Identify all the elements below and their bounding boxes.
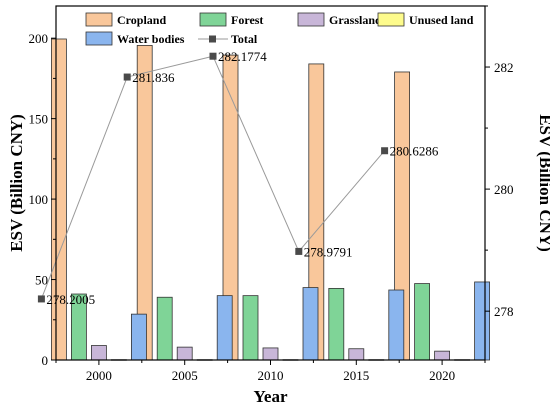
legend-swatch-cropland <box>85 12 113 27</box>
bar-forest-2010 <box>242 295 259 361</box>
legend-label-cropland: Cropland <box>117 13 166 27</box>
y-axis-title-right: ESV (Billion CNY) <box>536 114 550 252</box>
total-label-2010: 282.1774 <box>218 49 267 64</box>
legend-swatch-water-bodies <box>85 31 113 46</box>
legend-swatch-grassland <box>297 12 325 27</box>
y-right-tick-label-280: 280 <box>494 182 514 197</box>
total-label-2005: 281.836 <box>132 70 175 85</box>
bar-forest-2015 <box>328 287 345 361</box>
x-tick-label-2005: 2005 <box>172 368 198 383</box>
legend-label-forest: Forest <box>231 13 263 27</box>
legend-swatch-marker-total <box>209 35 216 43</box>
x-axis-title: Year <box>254 387 288 406</box>
bar-grassland-2010 <box>262 347 279 361</box>
y-tick-label-50: 50 <box>35 273 48 288</box>
bar-grassland-2015 <box>348 348 365 361</box>
y-right-tick-label-282: 282 <box>494 60 514 75</box>
legend-label-unused-land: Unused land <box>409 13 474 27</box>
bar-forest-2020 <box>414 283 431 361</box>
y-tick-label-100: 100 <box>29 192 49 207</box>
bar-forest-2005 <box>156 296 173 361</box>
total-line <box>40 55 385 300</box>
y-tick-label-200: 200 <box>29 31 49 46</box>
legend-label-total: Total <box>231 32 258 46</box>
legend: Cropland Forest Grassland Unused land Water … <box>85 12 474 46</box>
x-tick-label-2015: 2015 <box>343 368 369 383</box>
total-marker-2010 <box>209 52 217 60</box>
total-marker-2015 <box>295 247 303 255</box>
total-line-layer: 278.2005 281.836 282.1774 278.9791 280.6286 <box>37 49 439 307</box>
total-label-2000: 278.2005 <box>46 292 95 307</box>
x-tick-label-2010: 2010 <box>258 368 284 383</box>
total-marker-2005 <box>123 73 131 81</box>
bar-water-bodies-2020 <box>474 281 491 361</box>
total-label-2015: 278.9791 <box>304 244 353 259</box>
y-axis-title: ESV (Billion CNY) <box>7 114 26 252</box>
x-tick-label-2020: 2020 <box>429 368 455 383</box>
y-right-tick-label-278: 278 <box>494 304 514 319</box>
legend-swatch-forest <box>199 12 227 27</box>
total-marker-2020 <box>381 147 389 155</box>
bar-grassland-2020 <box>434 350 451 361</box>
total-label-2020: 280.6286 <box>390 144 439 159</box>
bars-layer <box>51 38 491 361</box>
axes-layer: 0 50 100 150 200 278 280 282 2000 2005 2010 2015 202… <box>29 5 514 383</box>
bar-water-bodies-2000 <box>130 313 147 361</box>
legend-label-water-bodies: Water bodies <box>117 32 185 46</box>
bar-cropland-2005 <box>136 45 153 361</box>
bar-water-bodies-2010 <box>302 287 319 361</box>
y-tick-label-0: 0 <box>42 353 49 368</box>
x-tick-label-2000: 2000 <box>86 368 112 383</box>
y-tick-label-150: 150 <box>29 112 49 127</box>
legend-swatch-unused-land <box>377 12 405 27</box>
bar-water-bodies-2005 <box>216 295 233 361</box>
bar-grassland-2000 <box>91 345 107 361</box>
legend-label-grassland: Grassland <box>329 13 382 27</box>
bar-grassland-2005 <box>176 346 193 361</box>
bar-water-bodies-2015 <box>388 289 405 361</box>
total-marker-2000 <box>37 295 45 303</box>
